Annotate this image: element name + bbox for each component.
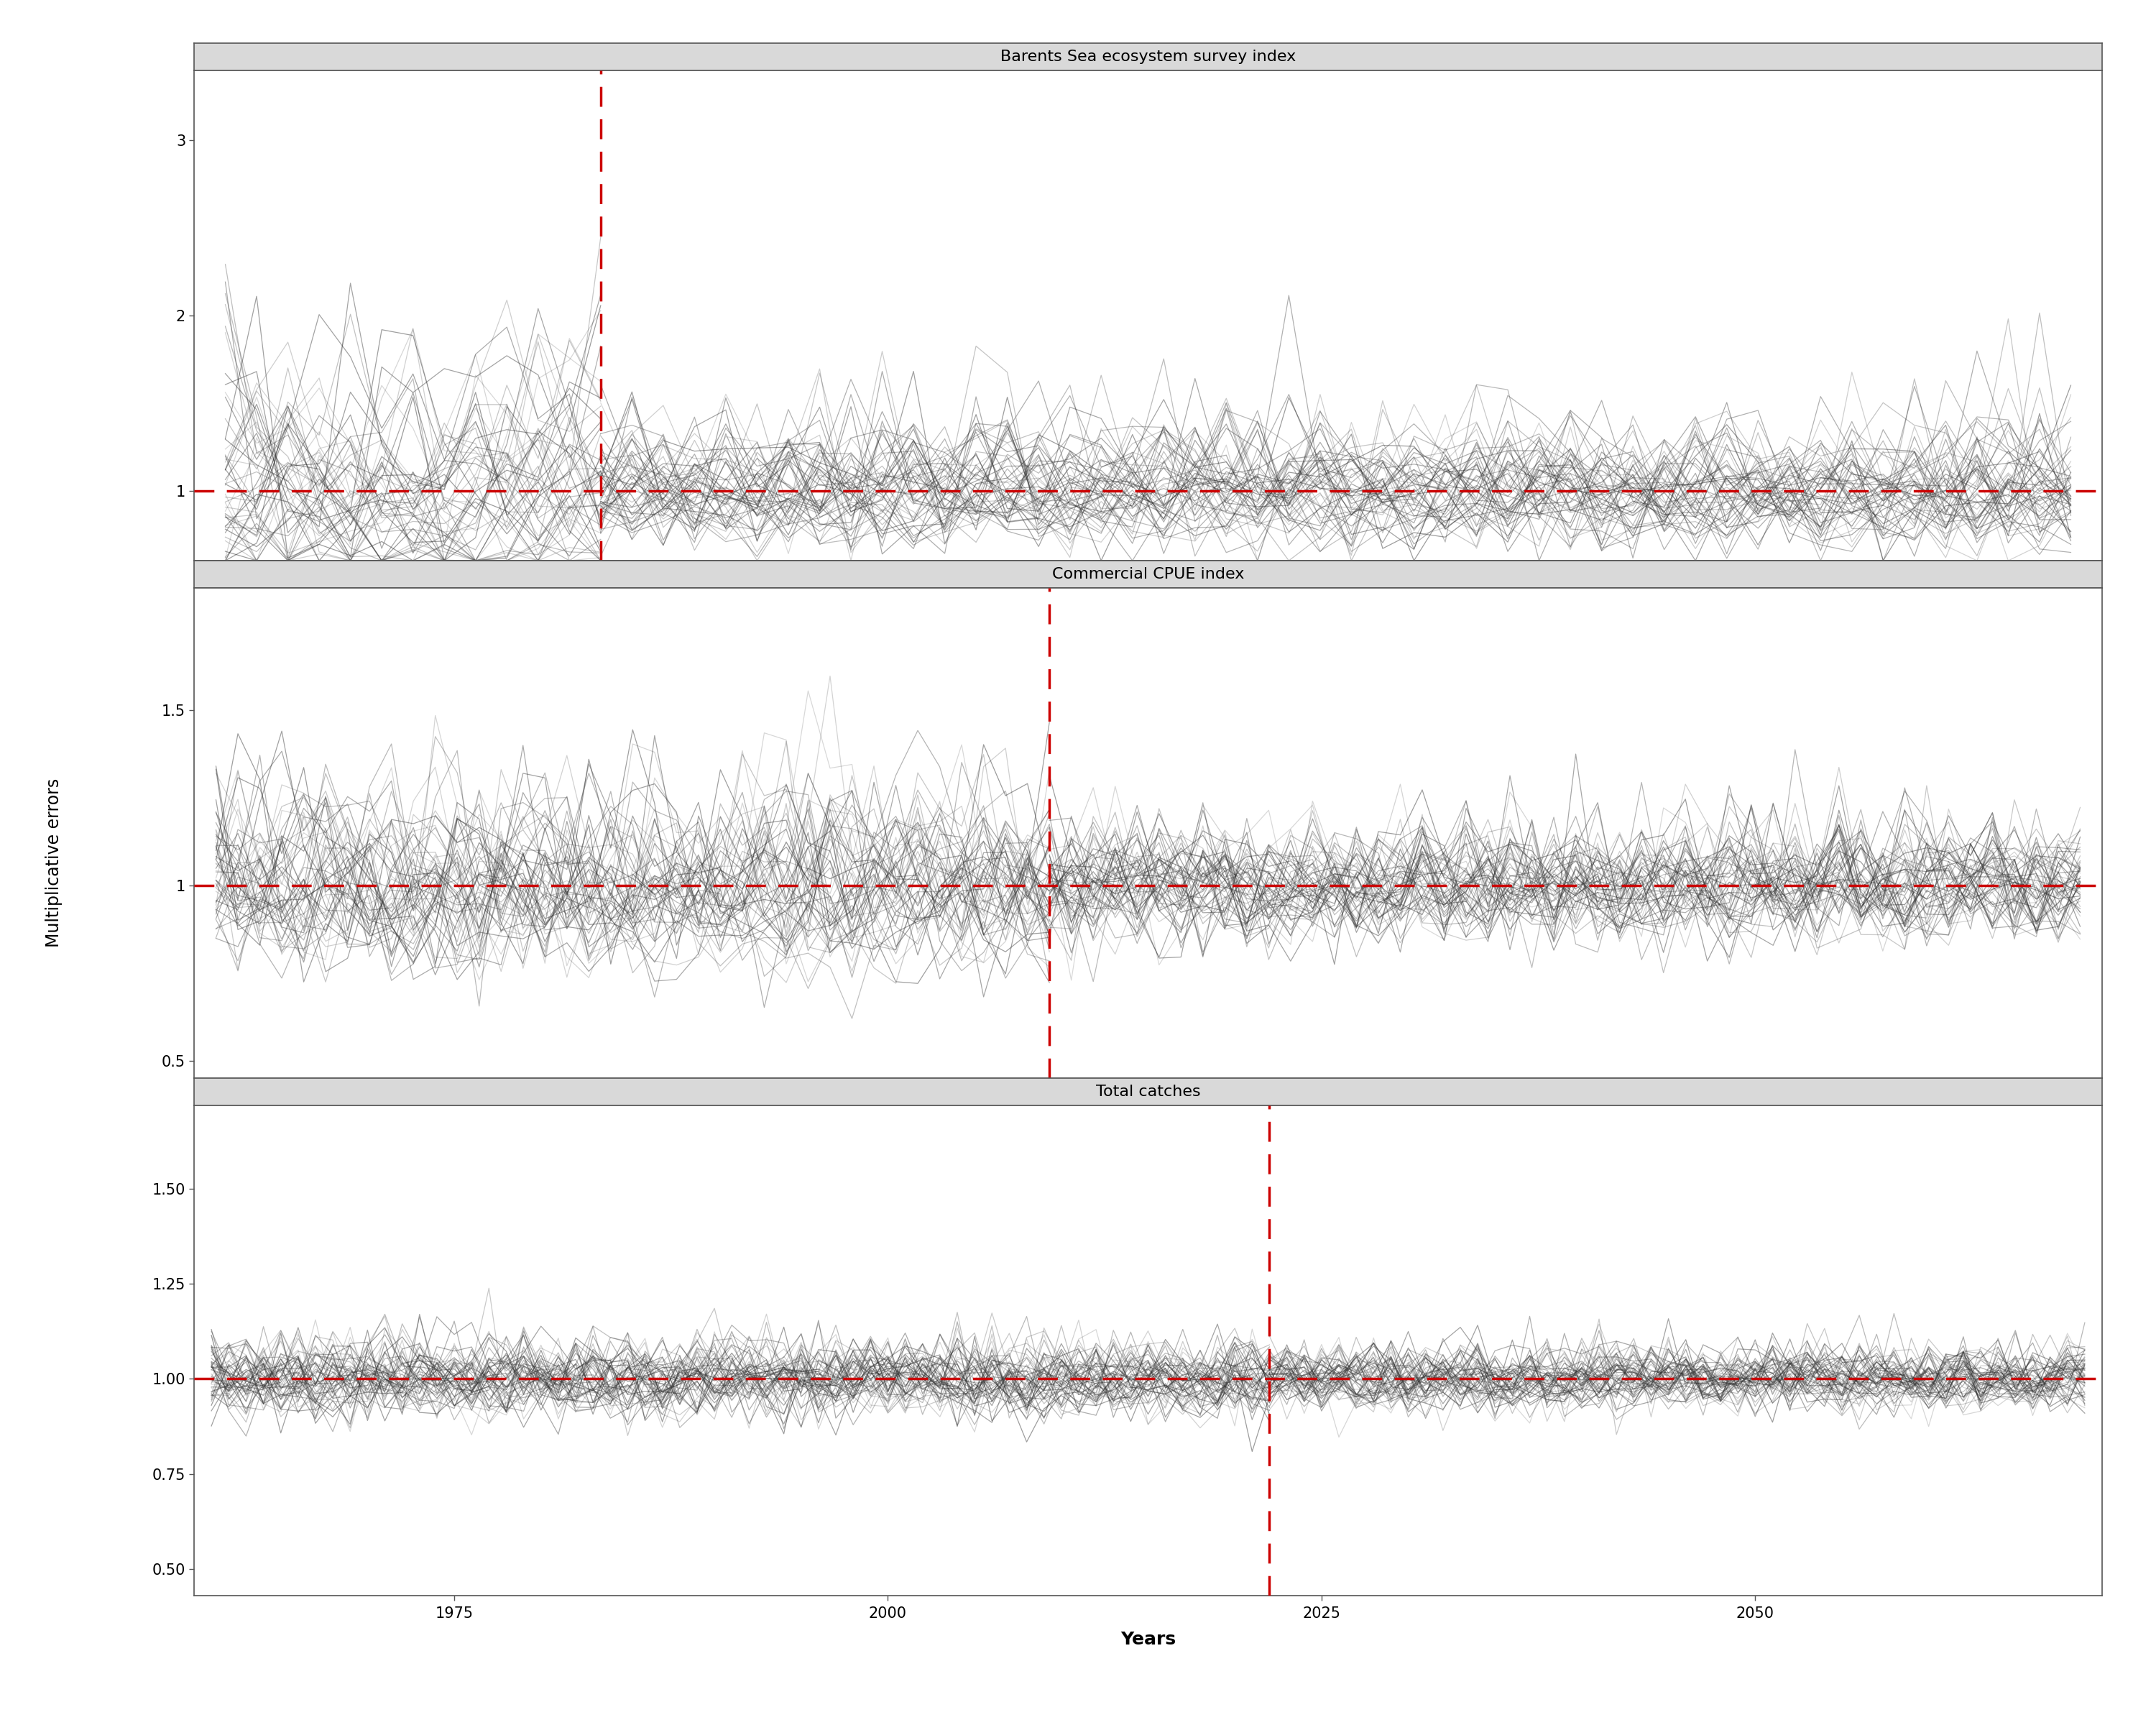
Text: Multiplicative errors: Multiplicative errors [45, 778, 63, 947]
Text: Total catches: Total catches [1095, 1085, 1201, 1099]
X-axis label: Years: Years [1121, 1630, 1175, 1647]
Text: Barents Sea ecosystem survey index: Barents Sea ecosystem survey index [1000, 50, 1296, 64]
Text: Commercial CPUE index: Commercial CPUE index [1052, 568, 1244, 581]
